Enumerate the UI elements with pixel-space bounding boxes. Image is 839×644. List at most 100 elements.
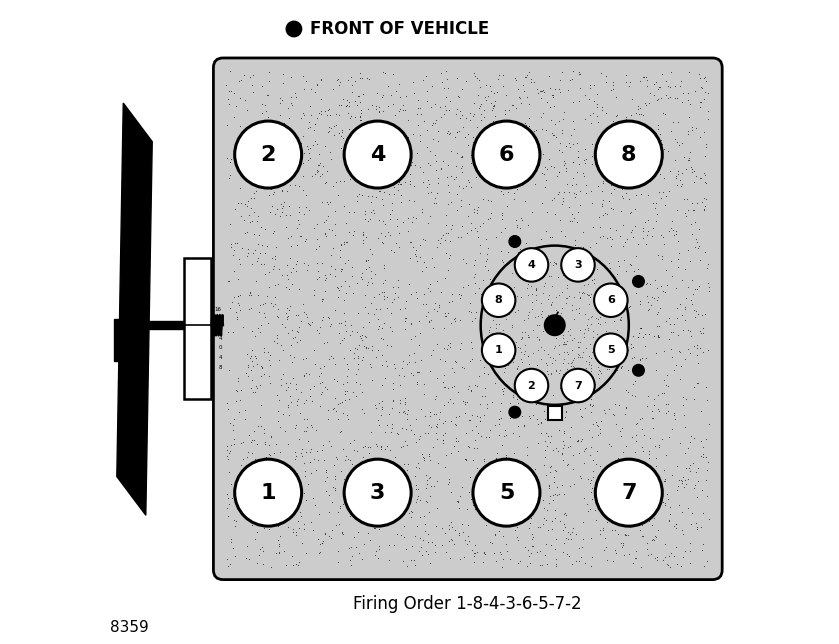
Point	[425, 120, 439, 130]
Point	[506, 350, 519, 360]
Point	[542, 481, 555, 491]
Point	[367, 142, 380, 152]
Point	[304, 457, 317, 467]
Point	[597, 373, 610, 383]
Point	[489, 556, 503, 566]
Point	[456, 151, 469, 162]
Point	[479, 431, 492, 442]
Point	[545, 368, 558, 378]
Point	[330, 520, 343, 530]
Circle shape	[515, 369, 548, 402]
Point	[227, 414, 241, 424]
Point	[528, 179, 541, 189]
Point	[486, 328, 499, 338]
Point	[467, 551, 481, 561]
Point	[385, 457, 399, 468]
Point	[268, 254, 281, 264]
Text: 3: 3	[370, 482, 385, 503]
Point	[549, 258, 562, 268]
Point	[638, 172, 651, 182]
Point	[538, 261, 551, 272]
Point	[527, 77, 540, 88]
Point	[383, 209, 397, 219]
Point	[557, 283, 571, 294]
Point	[348, 96, 362, 106]
Point	[257, 299, 270, 309]
Point	[513, 336, 526, 346]
Point	[353, 68, 367, 79]
Point	[520, 124, 534, 134]
Point	[552, 189, 565, 199]
Point	[376, 67, 389, 77]
Point	[544, 257, 557, 267]
Point	[579, 188, 592, 198]
Point	[279, 222, 292, 232]
Point	[691, 243, 705, 254]
Point	[442, 105, 456, 115]
Point	[393, 379, 406, 390]
Point	[390, 238, 404, 249]
Point	[593, 354, 607, 364]
Text: 8: 8	[218, 365, 221, 370]
Point	[250, 439, 263, 450]
Point	[329, 406, 342, 416]
Point	[618, 255, 631, 265]
Point	[482, 214, 495, 224]
Point	[313, 160, 326, 170]
Point	[535, 86, 549, 96]
Point	[553, 516, 566, 526]
Point	[533, 315, 546, 325]
Point	[378, 263, 391, 274]
Point	[615, 361, 628, 372]
Point	[254, 371, 268, 381]
Point	[674, 181, 687, 191]
Point	[488, 467, 502, 477]
Point	[609, 419, 623, 429]
Point	[563, 330, 576, 341]
Point	[696, 442, 710, 452]
Point	[531, 345, 545, 355]
Point	[330, 451, 343, 462]
Point	[489, 297, 503, 307]
Point	[305, 420, 318, 430]
Point	[322, 531, 336, 541]
Point	[344, 555, 357, 565]
Point	[624, 207, 638, 217]
Point	[241, 251, 254, 261]
Point	[255, 108, 268, 118]
Point	[237, 146, 251, 156]
Point	[605, 292, 618, 302]
Point	[321, 199, 335, 209]
Point	[670, 542, 683, 552]
Point	[617, 118, 630, 129]
Point	[618, 338, 631, 348]
Point	[681, 245, 695, 256]
Point	[591, 263, 604, 274]
Point	[221, 503, 234, 513]
Point	[690, 518, 703, 528]
Point	[284, 551, 298, 562]
Point	[414, 495, 427, 505]
Point	[371, 163, 384, 173]
Point	[280, 260, 294, 270]
Point	[578, 558, 591, 568]
Point	[289, 88, 302, 99]
Point	[510, 222, 524, 232]
Point	[342, 97, 356, 107]
Point	[317, 361, 331, 371]
Point	[500, 346, 513, 356]
Point	[576, 168, 590, 178]
Point	[524, 275, 538, 285]
Point	[221, 397, 234, 408]
Point	[263, 450, 277, 460]
Point	[472, 372, 485, 382]
Point	[619, 118, 633, 129]
Point	[340, 237, 353, 247]
Point	[618, 529, 632, 539]
Point	[320, 196, 334, 207]
Point	[658, 465, 671, 475]
Point	[229, 238, 242, 248]
Point	[298, 109, 311, 120]
Point	[400, 408, 414, 419]
Point	[246, 435, 259, 445]
